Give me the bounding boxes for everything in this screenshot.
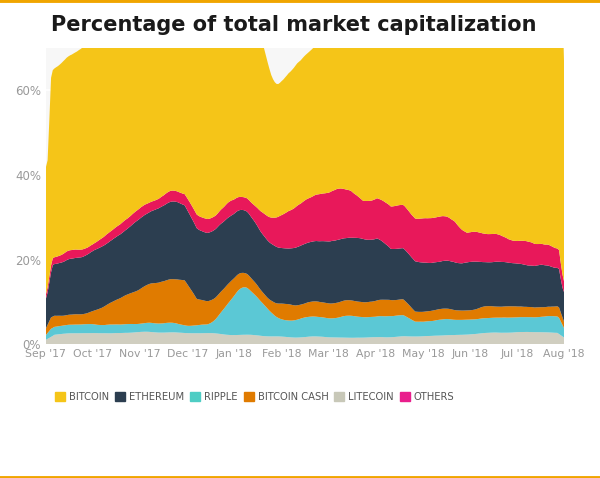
Legend: BITCOIN, ETHEREUM, RIPPLE, BITCOIN CASH, LITECOIN, OTHERS: BITCOIN, ETHEREUM, RIPPLE, BITCOIN CASH,… [51, 388, 458, 406]
Text: Percentage of total market capitalization: Percentage of total market capitalizatio… [51, 15, 536, 35]
